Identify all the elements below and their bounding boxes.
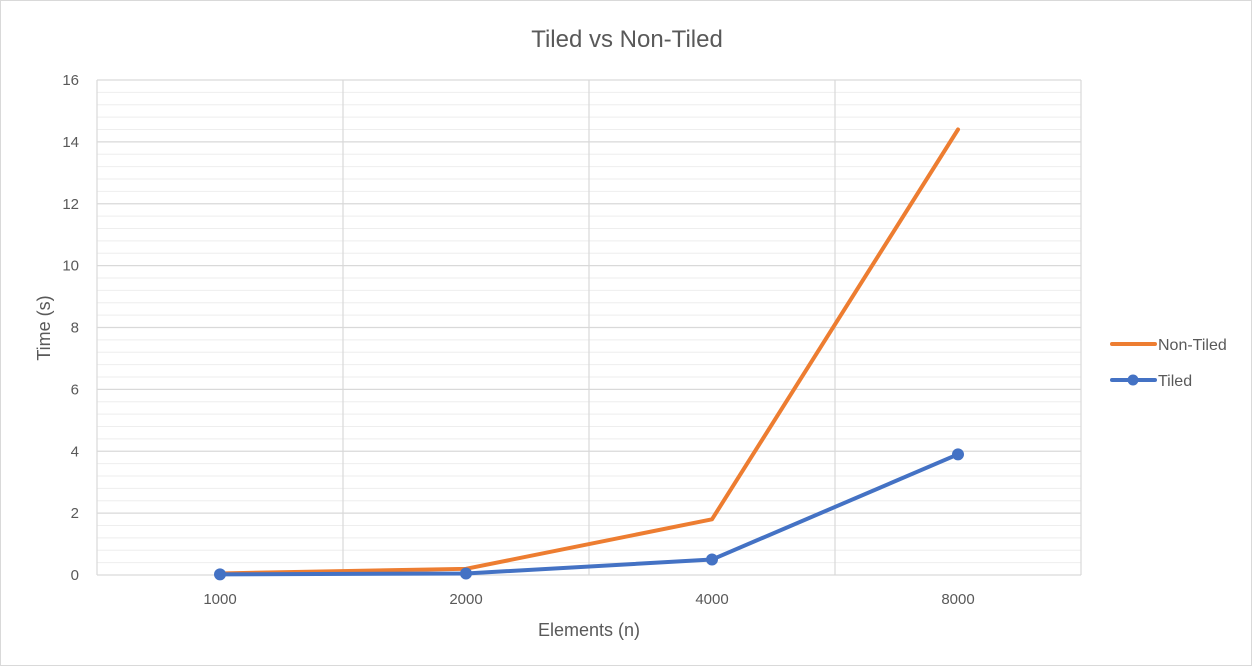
x-tick-label: 1000 — [203, 591, 236, 608]
legend: Non-Tiled Tiled — [1110, 337, 1227, 390]
data-point-tiled-2 — [706, 553, 718, 566]
y-axis-label: Time (s) — [34, 295, 54, 360]
y-tick-label: 4 — [71, 443, 79, 460]
y-axis-ticks: 0 2 4 6 8 10 12 14 16 — [62, 72, 79, 584]
y-tick-label: 6 — [71, 381, 79, 398]
y-tick-label: 12 — [62, 196, 79, 213]
y-tick-label: 0 — [71, 567, 79, 584]
x-tick-label: 2000 — [449, 591, 482, 608]
x-axis-label: Elements (n) — [538, 620, 640, 640]
chart-title: Tiled vs Non-Tiled — [531, 26, 723, 53]
data-point-tiled-0 — [214, 568, 226, 581]
legend-label: Tiled — [1158, 373, 1192, 390]
y-tick-label: 2 — [71, 505, 79, 522]
data-point-tiled-1 — [460, 567, 472, 580]
data-point-tiled-3 — [952, 448, 964, 461]
legend-marker — [1127, 374, 1139, 386]
y-tick-label: 16 — [62, 72, 79, 89]
y-tick-label: 14 — [62, 134, 79, 151]
x-tick-label: 4000 — [695, 591, 728, 608]
series-line-non-tiled — [218, 127, 960, 576]
legend-label: Non-Tiled — [1158, 337, 1227, 354]
x-tick-label: 8000 — [941, 591, 974, 608]
series-layer — [214, 127, 964, 581]
series-line-tiled — [218, 452, 960, 577]
y-tick-label: 10 — [62, 258, 79, 275]
x-axis-ticks: 1000 2000 4000 8000 — [203, 591, 974, 608]
y-tick-label: 8 — [71, 320, 79, 337]
